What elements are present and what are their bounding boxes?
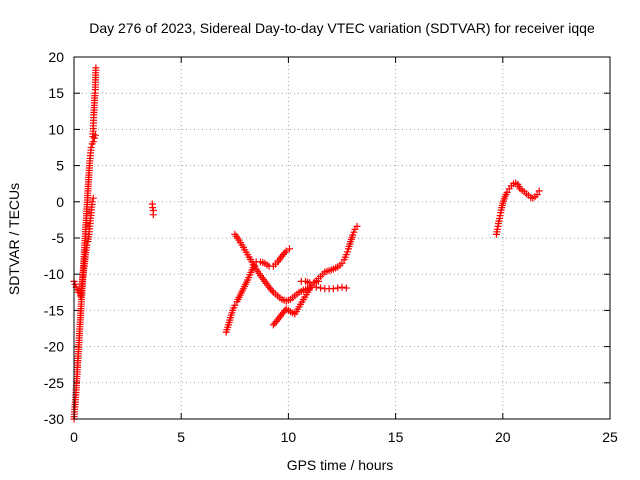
data-point-marker — [338, 283, 346, 291]
y-tick-label: -10 — [44, 266, 64, 282]
x-tick-label: 20 — [495, 429, 511, 445]
data-point-marker — [317, 284, 325, 292]
data-point-marker — [535, 187, 543, 195]
data-point-marker — [231, 301, 239, 309]
y-tick-label: -30 — [44, 411, 64, 427]
data-point-marker — [88, 198, 96, 206]
grid-lines — [74, 57, 610, 419]
data-point-marker — [89, 194, 97, 202]
data-point-marker — [353, 222, 361, 230]
data-point-marker — [87, 144, 95, 151]
y-axis-title: SDTVAR / TECUs — [6, 183, 22, 295]
x-tick-label: 5 — [177, 429, 185, 445]
x-tick-label: 25 — [602, 429, 618, 445]
chart-title: Day 276 of 2023, Sidereal Day-to-day VTE… — [89, 20, 595, 36]
y-tick-label: 10 — [48, 121, 64, 137]
y-tick-label: 15 — [48, 85, 64, 101]
y-tick-label: 20 — [48, 49, 64, 65]
data-point-marker — [338, 259, 346, 267]
plot-frame — [73, 56, 611, 420]
y-tick-label: 5 — [56, 158, 64, 174]
data-point-marker — [314, 277, 322, 285]
x-tick-label: 10 — [281, 429, 297, 445]
x-tick-label: 0 — [70, 429, 78, 445]
data-point-marker — [250, 262, 258, 269]
y-tick-label: -25 — [44, 375, 64, 391]
data-point-marker — [92, 64, 100, 72]
data-point-marker — [334, 284, 342, 292]
data-point-marker — [503, 188, 511, 196]
data-point-marker — [281, 249, 289, 257]
data-point-marker — [272, 318, 280, 325]
x-tick-label: 15 — [388, 429, 404, 445]
y-tick-label: -15 — [44, 302, 64, 318]
data-point-marker — [342, 284, 350, 292]
data-point-marker — [83, 241, 91, 249]
y-tick-label: -20 — [44, 339, 64, 355]
data-point-marker — [286, 245, 293, 253]
data-point-marker — [268, 287, 276, 295]
x-axis-title: GPS time / hours — [287, 457, 394, 473]
data-point-marker — [310, 278, 318, 286]
data-point-marker — [533, 191, 541, 199]
x-tick-labels: 0 5 10 15 20 25 — [70, 429, 618, 445]
data-point-marker — [329, 285, 337, 293]
data-point-marker — [306, 279, 314, 287]
y-tick-labels: -30 -25 -20 -15 -10 -5 0 5 10 15 20 — [44, 49, 64, 427]
data-points — [70, 64, 543, 423]
y-tick-label: -5 — [52, 230, 65, 246]
data-point-marker — [149, 211, 157, 219]
y-tick-label: 0 — [56, 194, 64, 210]
